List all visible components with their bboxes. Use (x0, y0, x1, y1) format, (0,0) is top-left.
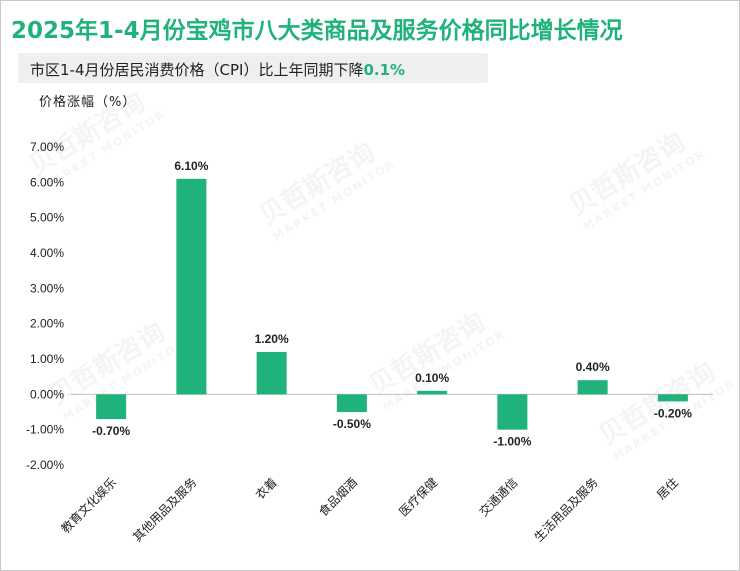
data-label: 0.40% (576, 360, 610, 374)
subtitle: 市区1-4月份居民消费价格（CPI）比上年同期下降0.1% (30, 59, 405, 80)
bar (497, 394, 528, 430)
data-label: -0.50% (333, 417, 371, 431)
bar (96, 394, 127, 420)
data-labels: -0.70% 6.10% 1.20% -0.50% 0.10% -1.00% 0.40% -0… (92, 159, 692, 449)
subtitle-box: 市区1-4月份居民消费价格（CPI）比上年同期下降0.1% (18, 53, 488, 83)
category-label: 食品烟酒 (315, 475, 360, 520)
category-labels: 教育文化娱乐 其他用品及服务 衣着 食品烟酒 医疗保健 交通通信 生活用品及服务 居住 (58, 475, 681, 545)
y-tick-label: -1.00% (26, 423, 64, 437)
bar (176, 178, 207, 395)
bar (256, 351, 287, 395)
subtitle-text: 市区1-4月份居民消费价格（CPI）比上年同期下降 (30, 61, 364, 79)
bar (417, 390, 448, 395)
subtitle-value: 0.1% (363, 61, 406, 79)
category-label: 衣着 (252, 475, 280, 503)
category-label: 其他用品及服务 (129, 475, 199, 545)
chart-title: 2025年1-4月份宝鸡市八大类商品及服务价格同比增长情况 (11, 18, 623, 44)
y-tick-label: 0.00% (30, 387, 64, 401)
category-label: 生活用品及服务 (531, 475, 601, 545)
data-label: 0.10% (415, 371, 449, 385)
data-label: 6.10% (174, 159, 208, 173)
bars (96, 178, 688, 430)
y-tick-label: 5.00% (30, 211, 64, 225)
data-label: -0.20% (654, 406, 692, 420)
y-tick-label: 1.00% (30, 352, 64, 366)
y-tick-label: 2.00% (30, 317, 64, 331)
bar (336, 394, 367, 412)
bar (657, 394, 688, 402)
bar (577, 380, 608, 395)
y-tick-label: 6.00% (30, 175, 64, 189)
category-label: 交通通信 (476, 475, 521, 520)
category-label: 教育文化娱乐 (58, 475, 120, 537)
data-label: 1.20% (255, 332, 289, 346)
y-tick-label: 4.00% (30, 246, 64, 260)
y-axis-label: 价格涨幅（%） (39, 95, 137, 110)
y-tick-label: -2.00% (26, 458, 64, 472)
y-axis-ticks: -2.00% -1.00% 0.00% 1.00% 2.00% 3.00% 4.00% 5.0… (26, 140, 64, 472)
category-label: 居住 (654, 475, 681, 502)
category-label: 医疗保健 (396, 475, 440, 519)
data-label: -0.70% (92, 424, 130, 438)
data-label: -1.00% (493, 435, 531, 449)
y-tick-label: 7.00% (30, 140, 64, 154)
y-tick-label: 3.00% (30, 281, 64, 295)
